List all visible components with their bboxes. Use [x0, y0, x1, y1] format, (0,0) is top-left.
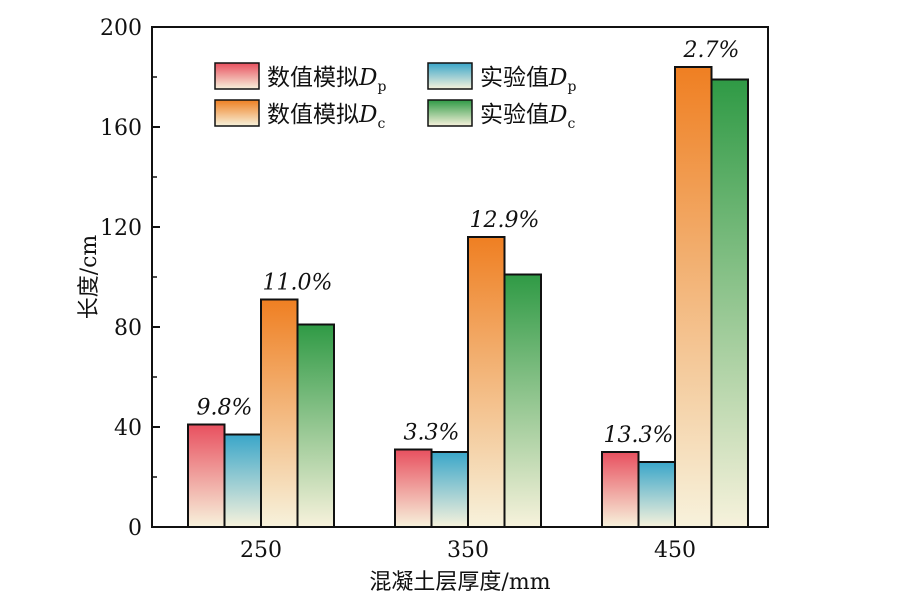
x-tick-label: 250 — [240, 538, 282, 563]
y-tick-label: 160 — [100, 116, 142, 141]
bar-实验值Dc-250 — [296, 323, 335, 528]
percent-annotation: 13.3% — [604, 423, 674, 448]
legend-label: 实验值Dc — [480, 102, 575, 132]
y-tick-label: 200 — [100, 16, 142, 41]
bar-实验值Dp-250 — [223, 433, 262, 528]
bars-group — [187, 66, 749, 528]
legend-label: 数值模拟Dc — [267, 102, 385, 132]
bar-数值模拟Dc-250 — [260, 298, 299, 528]
percent-annotation: 12.9% — [470, 208, 540, 233]
x-tick-label: 350 — [447, 538, 489, 563]
bar-数值模拟Dp-250 — [187, 423, 226, 528]
legend-swatch — [427, 62, 473, 90]
annotations-group: 9.8% 11.0% 3.3% 12.9% 13.3% 2.7% — [197, 38, 740, 448]
bar-数值模拟Dc-450 — [674, 66, 713, 528]
y-tick-label: 0 — [128, 516, 142, 541]
bar-实验值Dc-350 — [503, 273, 542, 528]
percent-annotation: 9.8% — [197, 396, 253, 421]
y-tick-label: 80 — [114, 316, 142, 341]
bar-数值模拟Dp-350 — [394, 448, 433, 528]
legend-swatch — [427, 99, 473, 127]
bar-实验值Dp-450 — [637, 461, 676, 528]
y-tick-label: 120 — [100, 216, 142, 241]
percent-annotation: 11.0% — [263, 271, 333, 296]
axes-group: 0 40 80 120 160 200 250 350 450 — [100, 16, 696, 563]
bar-数值模拟Dc-350 — [467, 236, 506, 528]
y-axis-title: 长度/cm — [77, 235, 102, 320]
bar-实验值Dp-350 — [430, 451, 469, 528]
x-tick-label: 450 — [654, 538, 696, 563]
legend: 数值模拟Dp 实验值Dp 数值模拟Dc 实验值Dc — [214, 62, 576, 132]
legend-swatch — [214, 62, 260, 90]
legend-label: 实验值Dp — [480, 65, 576, 95]
y-tick-label: 40 — [114, 416, 142, 441]
legend-label: 数值模拟Dp — [267, 65, 386, 95]
legend-swatch — [214, 99, 260, 127]
percent-annotation: 3.3% — [404, 421, 460, 446]
bar-实验值Dc-450 — [710, 78, 749, 528]
bar-数值模拟Dp-450 — [601, 451, 640, 528]
percent-annotation: 2.7% — [683, 38, 740, 63]
x-axis-title: 混凝土层厚度/mm — [369, 570, 550, 595]
